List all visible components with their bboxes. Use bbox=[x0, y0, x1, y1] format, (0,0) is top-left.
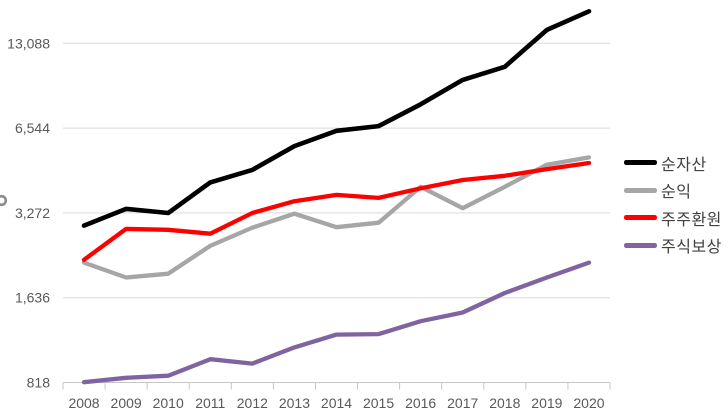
x-tick-label: 2008 bbox=[68, 395, 99, 411]
series-line-net-income bbox=[81, 155, 592, 280]
x-tick-label: 2017 bbox=[447, 395, 478, 411]
y-tick-label: 3,272 bbox=[15, 205, 50, 221]
legend-line-swatch-net-income bbox=[624, 187, 657, 193]
y-tick-label: 1,636 bbox=[15, 290, 50, 306]
series-line-stock-compensation bbox=[81, 260, 592, 385]
clipped-glyph-artifact bbox=[0, 194, 8, 207]
legend-item-net-income: 순익 bbox=[624, 177, 722, 205]
x-tick-label: 2020 bbox=[573, 395, 604, 411]
legend-label-shareholder-return: 주주환원 bbox=[661, 211, 722, 229]
x-tick-label: 2015 bbox=[363, 395, 394, 411]
x-tick-label: 2010 bbox=[153, 395, 184, 411]
legend-label-stock-compensation: 주식보상 bbox=[661, 239, 722, 257]
chart-legend: 순자산 순익 주주환원 주식보상 bbox=[624, 149, 722, 259]
x-tick-label: 2011 bbox=[195, 395, 225, 411]
x-tick-label: 2016 bbox=[405, 395, 436, 411]
y-tick-label: 13,088 bbox=[7, 35, 50, 51]
legend-item-stock-compensation: 주식보상 bbox=[624, 232, 722, 260]
legend-label-net-income: 순익 bbox=[661, 184, 692, 202]
legend-item-shareholder-return: 주주환원 bbox=[624, 204, 722, 232]
series-line-net-assets bbox=[81, 9, 592, 228]
x-tick-label: 2019 bbox=[531, 395, 562, 411]
x-tick-label: 2012 bbox=[237, 395, 268, 411]
legend-line-swatch-net-assets bbox=[624, 160, 657, 166]
y-tick-label: 818 bbox=[27, 375, 51, 391]
legend-label-net-assets: 순자산 bbox=[661, 156, 707, 174]
legend-line-swatch-stock-compensation bbox=[624, 242, 657, 248]
x-tick-label: 2018 bbox=[489, 395, 520, 411]
legend-line-swatch-shareholder-return bbox=[624, 215, 657, 221]
y-tick-label: 6,544 bbox=[15, 120, 50, 136]
legend-item-net-assets: 순자산 bbox=[624, 149, 722, 177]
x-tick-label: 2009 bbox=[111, 395, 142, 411]
series-line-shareholder-return bbox=[81, 160, 592, 262]
x-tick-label: 2014 bbox=[321, 395, 352, 411]
x-tick-label: 2013 bbox=[279, 395, 310, 411]
